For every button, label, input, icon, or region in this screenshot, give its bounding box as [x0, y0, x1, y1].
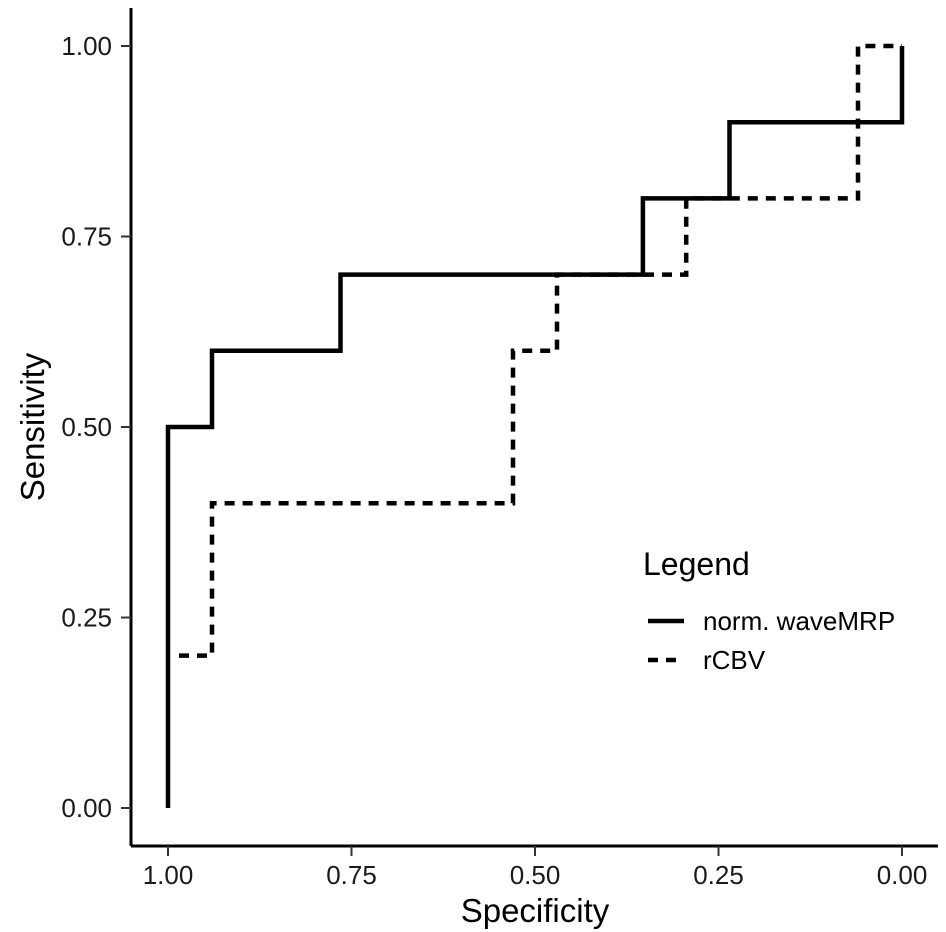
y-tick-label: 0.75	[61, 222, 112, 252]
y-tick-label: 1.00	[61, 31, 112, 61]
x-ticks: 1.00 0.75 0.50 0.25 0.00	[143, 846, 928, 890]
axes	[129, 8, 938, 848]
legend-label-rCBV: rCBV	[703, 645, 766, 675]
y-tick-label: 0.25	[61, 603, 112, 633]
y-ticks: 0.00 0.25 0.50 0.75 1.00	[61, 31, 131, 823]
series-line-norm-wavemrp	[165, 46, 905, 808]
x-tick-label: 0.50	[510, 860, 561, 890]
x-tick-label: 0.75	[326, 860, 377, 890]
x-axis-title: Specificity	[461, 892, 610, 929]
legend-label-waveMRP: norm. waveMRP	[703, 606, 895, 636]
legend: Legend norm. waveMRP rCBV	[643, 546, 895, 675]
y-axis-title: Sensitivity	[14, 352, 51, 501]
series-line-rcbv	[179, 43, 902, 658]
legend-title: Legend	[643, 546, 750, 582]
y-tick-label: 0.50	[61, 412, 112, 442]
x-tick-label: 0.25	[693, 860, 744, 890]
x-tick-label: 0.00	[877, 860, 928, 890]
plot-lines	[165, 43, 905, 808]
y-tick-label: 0.00	[61, 793, 112, 823]
x-tick-label: 1.00	[143, 860, 194, 890]
